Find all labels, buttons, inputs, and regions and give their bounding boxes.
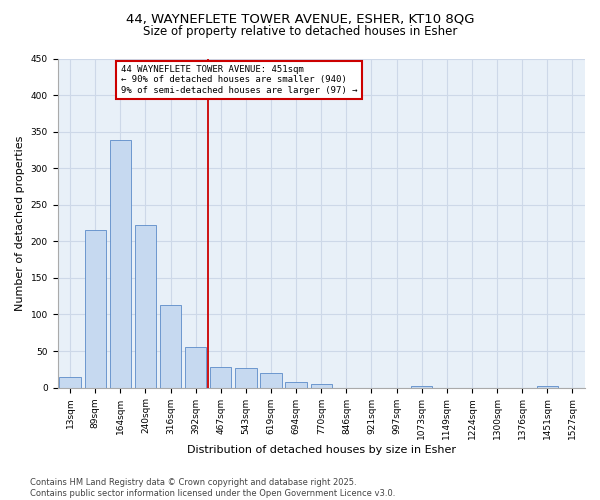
Bar (185, 348, 206, 388)
Text: Contains HM Land Registry data © Crown copyright and database right 2025.
Contai: Contains HM Land Registry data © Crown c… (30, 478, 395, 498)
Y-axis label: Number of detached properties: Number of detached properties (15, 136, 25, 310)
Bar (536, 386, 558, 388)
Bar (135, 225, 156, 388)
Bar (260, 373, 282, 388)
Bar (59, 376, 81, 388)
Bar (110, 140, 131, 388)
X-axis label: Distribution of detached houses by size in Esher: Distribution of detached houses by size … (187, 445, 456, 455)
Bar (235, 368, 257, 388)
Bar (160, 305, 181, 388)
Text: 44 WAYNEFLETE TOWER AVENUE: 451sqm
← 90% of detached houses are smaller (940)
9%: 44 WAYNEFLETE TOWER AVENUE: 451sqm ← 90%… (121, 65, 358, 95)
Text: Size of property relative to detached houses in Esher: Size of property relative to detached ho… (143, 25, 457, 38)
Bar (286, 382, 307, 388)
Text: 44, WAYNEFLETE TOWER AVENUE, ESHER, KT10 8QG: 44, WAYNEFLETE TOWER AVENUE, ESHER, KT10… (126, 12, 474, 26)
Bar (311, 384, 332, 388)
Bar (411, 386, 433, 388)
Bar (85, 230, 106, 388)
Bar (210, 367, 232, 388)
